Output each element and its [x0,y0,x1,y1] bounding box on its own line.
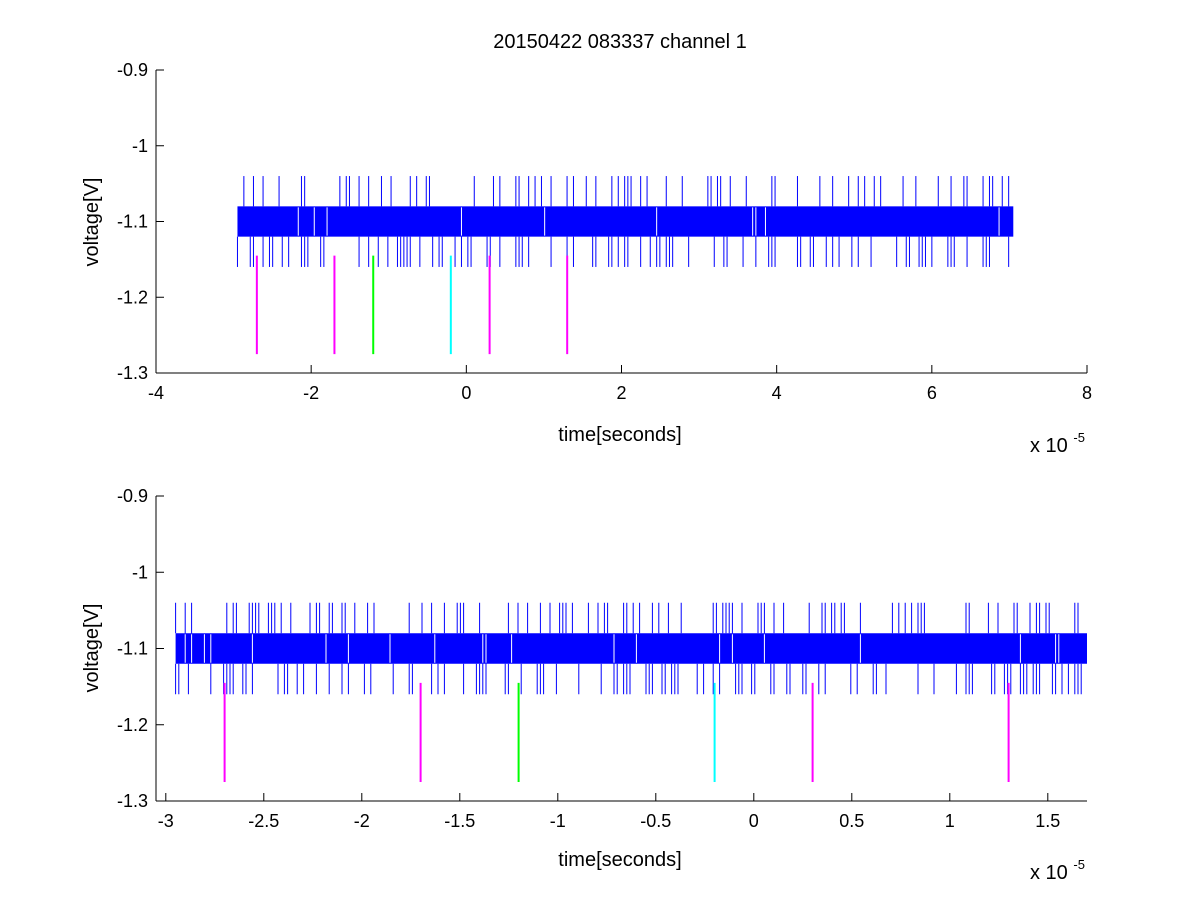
x-tick-label: 0.5 [839,811,864,831]
x-tick-label: -2 [303,383,319,403]
chart-title: 20150422 083337 channel 1 [493,31,747,53]
plot-area-bottom: -3 -2.5 -2 -1.5 -1 -0.5 0 0.5 1 1.5 -1.3 -1.2 -1.1 -1… [117,486,1088,831]
x-tick-label: -4 [148,383,164,403]
x-tick-label: 8 [1082,383,1092,403]
x-tick-label: 4 [772,383,782,403]
y-axis-label-top: voltage[V] [81,178,103,267]
y-tick-label: -1 [132,136,148,156]
y-tick-label: -1 [132,562,148,582]
signal-spikes-bottom [175,602,1082,695]
x-tick-label: -2.5 [248,811,279,831]
x-tick-label: 1.5 [1035,811,1060,831]
x-scale-multiplier-top: x 10 -5 [1030,430,1085,457]
y-tick-label: -1.3 [117,363,148,383]
y-tick-label: -0.9 [117,60,148,80]
x-tick-label: -0.5 [640,811,671,831]
x-tick-label: 0 [749,811,759,831]
y-tick-label: -1.1 [117,639,148,659]
x-tick-label: -2 [354,811,370,831]
x-tick-label: 0 [461,383,471,403]
y-tick-label: -1.2 [117,287,148,307]
x-axis-label-top: time[seconds] [558,424,681,446]
signal-band-bottom [175,633,1088,664]
x-axis-label-bottom: time[seconds] [558,849,681,871]
x-tick-label: -1.5 [444,811,475,831]
x-tick-label: 2 [616,383,626,403]
x-multiplier-text-bottom: x 10 [1030,862,1068,884]
y-tick-label: -1.1 [117,212,148,232]
x-tick-label: 6 [927,383,937,403]
axes-top: -4 -2 0 2 4 6 8 -1.3 -1.2 -1.1 -1 -0.9 time[seconds… [81,60,1092,457]
y-tick-label: -1.2 [117,715,148,735]
x-tick-label: -1 [550,811,566,831]
x-exponent-text-bottom: -5 [1073,857,1085,872]
plot-area-top: -4 -2 0 2 4 6 8 -1.3 -1.2 -1.1 -1 -0.9 [117,60,1092,403]
x-scale-multiplier-bottom: x 10 -5 [1030,857,1085,884]
x-tick-label: 1 [945,811,955,831]
signal-spikes-top [236,176,1010,267]
y-tick-label: -1.3 [117,791,148,811]
signal-band-top [237,206,1014,237]
y-tick-label: -0.9 [117,486,148,506]
axes-bottom: -3 -2.5 -2 -1.5 -1 -0.5 0 0.5 1 1.5 -1.3 -1.2 -1.1 -1… [81,486,1088,884]
x-tick-label: -3 [158,811,174,831]
x-exponent-text-top: -5 [1073,430,1085,445]
y-axis-label-bottom: voltage[V] [81,604,103,693]
x-multiplier-text-top: x 10 [1030,435,1068,457]
